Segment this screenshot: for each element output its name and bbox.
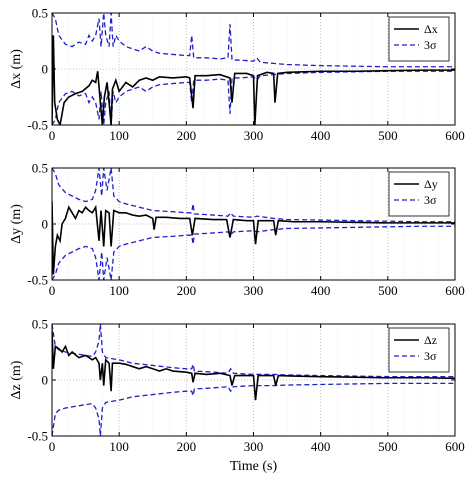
x-tick-label: 600 bbox=[445, 128, 465, 143]
series-line-3σ bbox=[52, 13, 455, 68]
x-tick-label: 0 bbox=[49, 439, 56, 454]
x-tick-label: 300 bbox=[244, 128, 264, 143]
y-tick-label: 0.5 bbox=[32, 161, 48, 176]
x-tick-label: 300 bbox=[244, 439, 264, 454]
legend-label: Δy bbox=[424, 177, 438, 191]
x-tick-label: 0 bbox=[49, 128, 56, 143]
series-line-Δy bbox=[52, 201, 455, 275]
x-tick-label: 500 bbox=[378, 283, 398, 298]
x-tick-label: 100 bbox=[109, 283, 129, 298]
y-tick-label: -0.5 bbox=[27, 429, 48, 444]
legend-label: Δz bbox=[424, 333, 437, 347]
y-tick-label: 0 bbox=[42, 62, 49, 77]
series-group bbox=[52, 13, 455, 125]
series-line-3σ bbox=[52, 168, 455, 223]
y-tick-label: 0.5 bbox=[32, 317, 48, 332]
series-group bbox=[52, 168, 455, 280]
x-tick-label: 300 bbox=[244, 283, 264, 298]
legend-label: 3σ bbox=[424, 349, 437, 363]
x-tick-label: 600 bbox=[445, 283, 465, 298]
legend: Δy 3σ bbox=[388, 171, 450, 217]
y-tick-label: -0.5 bbox=[27, 118, 48, 133]
x-tick-label: 200 bbox=[177, 128, 197, 143]
x-tick-label: 400 bbox=[311, 283, 331, 298]
y-tick-label: -0.5 bbox=[27, 273, 48, 288]
x-axis-label: Time (s) bbox=[230, 459, 278, 474]
legend-box bbox=[388, 171, 450, 217]
series-line-Δz bbox=[52, 329, 455, 401]
legend-label: 3σ bbox=[424, 38, 437, 52]
x-tick-label: 100 bbox=[109, 128, 129, 143]
x-tick-label: 100 bbox=[109, 439, 129, 454]
x-tick-label: 600 bbox=[445, 439, 465, 454]
y-tick-label: 0 bbox=[42, 373, 49, 388]
legend: Δx 3σ bbox=[388, 16, 450, 62]
x-tick-label: 400 bbox=[311, 439, 331, 454]
legend-box bbox=[388, 327, 450, 373]
y-tick-label: 0.5 bbox=[32, 6, 48, 21]
series-line-lower-bound bbox=[52, 70, 455, 125]
series-line-lower-bound bbox=[52, 225, 455, 280]
series-group bbox=[52, 324, 455, 436]
legend: Δz 3σ bbox=[388, 327, 450, 373]
legend-box bbox=[388, 16, 450, 62]
x-tick-label: 0 bbox=[49, 283, 56, 298]
legend-label: 3σ bbox=[424, 193, 437, 207]
series-line-Δx bbox=[52, 35, 455, 125]
x-tick-label: 400 bbox=[311, 128, 331, 143]
legend-label: Δx bbox=[424, 22, 438, 36]
x-tick-label: 500 bbox=[378, 439, 398, 454]
x-tick-label: 200 bbox=[177, 439, 197, 454]
series-line-3σ bbox=[52, 324, 455, 378]
series-line-lower-bound bbox=[52, 382, 455, 436]
x-tick-label: 500 bbox=[378, 128, 398, 143]
y-axis-label: Δx (m) bbox=[9, 49, 24, 89]
y-tick-label: 0 bbox=[42, 217, 49, 232]
x-tick-label: 200 bbox=[177, 283, 197, 298]
y-axis-label: Δz (m) bbox=[9, 360, 24, 399]
y-axis-label: Δy (m) bbox=[9, 204, 24, 244]
